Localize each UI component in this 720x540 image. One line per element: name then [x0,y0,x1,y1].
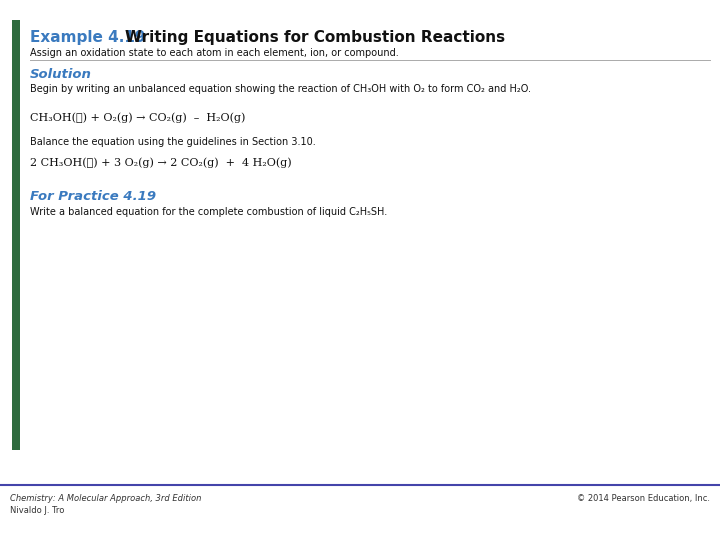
Text: Write a balanced equation for the complete combustion of liquid C₂H₅SH.: Write a balanced equation for the comple… [30,207,387,217]
Text: Chemistry: A Molecular Approach, 3rd Edition: Chemistry: A Molecular Approach, 3rd Edi… [10,494,202,503]
Text: Nivaldo J. Tro: Nivaldo J. Tro [10,506,64,515]
Text: Example 4.19: Example 4.19 [30,30,145,45]
Text: Begin by writing an unbalanced equation showing the reaction of CH₃OH with O₂ to: Begin by writing an unbalanced equation … [30,84,531,94]
Text: Balance the equation using the guidelines in Section 3.10.: Balance the equation using the guideline… [30,137,316,147]
Text: 2 CH₃OH(ℓ) + 3 O₂(g) → 2 CO₂(g)  +  4 H₂O(g): 2 CH₃OH(ℓ) + 3 O₂(g) → 2 CO₂(g) + 4 H₂O(… [30,157,292,167]
Text: CH₃OH(ℓ) + O₂(g) → CO₂(g)  –  H₂O(g): CH₃OH(ℓ) + O₂(g) → CO₂(g) – H₂O(g) [30,112,246,123]
Text: Writing Equations for Combustion Reactions: Writing Equations for Combustion Reactio… [125,30,505,45]
Text: For Practice 4.19: For Practice 4.19 [30,190,156,203]
Bar [12,20,20,450]
Text: Assign an oxidation state to each atom in each element, ion, or compound.: Assign an oxidation state to each atom i… [30,48,399,58]
Text: Solution: Solution [30,68,92,81]
Text: © 2014 Pearson Education, Inc.: © 2014 Pearson Education, Inc. [577,494,710,503]
